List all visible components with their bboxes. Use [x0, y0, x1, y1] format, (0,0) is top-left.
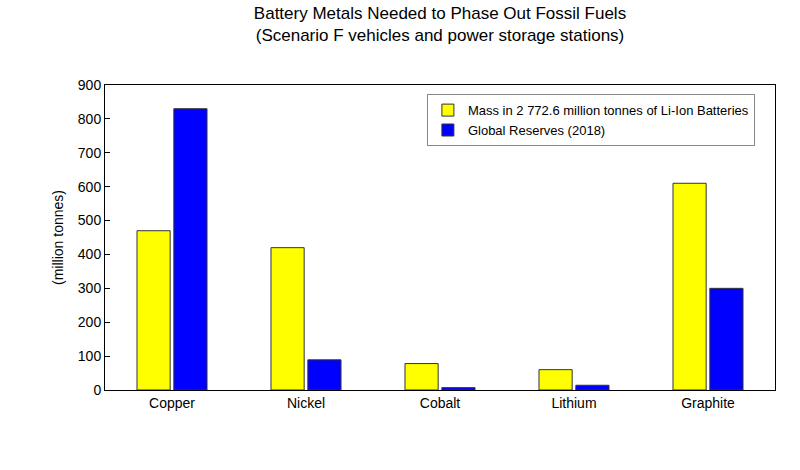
svg-text:900: 900 — [78, 77, 102, 93]
svg-text:Nickel: Nickel — [287, 395, 325, 411]
svg-text:Cobalt: Cobalt — [420, 395, 461, 411]
svg-text:100: 100 — [78, 348, 102, 364]
svg-text:Battery Metals Needed to Phase: Battery Metals Needed to Phase Out Fossi… — [254, 4, 626, 45]
svg-text:500: 500 — [78, 212, 102, 228]
svg-text:400: 400 — [78, 246, 102, 262]
svg-text:Lithium: Lithium — [551, 395, 596, 411]
svg-text:200: 200 — [78, 314, 102, 330]
svg-text:300: 300 — [78, 280, 102, 296]
svg-text:Copper: Copper — [149, 395, 195, 411]
svg-text:0: 0 — [93, 382, 101, 398]
svg-text:800: 800 — [78, 111, 102, 127]
svg-text:Global Reserves (2018): Global Reserves (2018) — [468, 123, 605, 138]
svg-text:Graphite: Graphite — [681, 395, 735, 411]
svg-text:(million tonnes): (million tonnes) — [50, 190, 66, 285]
svg-text:700: 700 — [78, 145, 102, 161]
svg-text:Mass in 2 772.6 million tonnes: Mass in 2 772.6 million tonnes of Li-Ion… — [468, 103, 749, 118]
svg-text:600: 600 — [78, 179, 102, 195]
